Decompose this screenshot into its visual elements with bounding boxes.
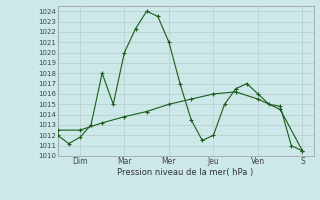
X-axis label: Pression niveau de la mer( hPa ): Pression niveau de la mer( hPa ) (117, 168, 254, 177)
